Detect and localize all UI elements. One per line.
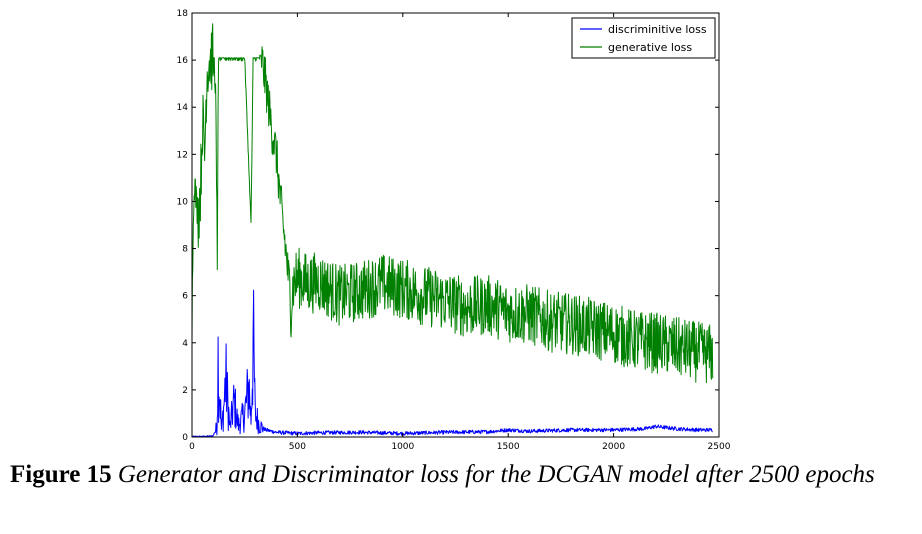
y-tick-label: 18 — [177, 9, 189, 19]
y-tick-label: 6 — [182, 292, 188, 302]
x-tick-label: 1000 — [391, 442, 414, 452]
y-tick-label: 12 — [177, 150, 188, 160]
ticks-layer: 0 500 1000 1500 2000 2500 0 2 4 6 8 10 12 14 16 18 — [177, 9, 731, 452]
x-tick-label: 500 — [289, 442, 306, 452]
x-tick-label: 1500 — [497, 442, 520, 452]
series-line-discriminitive-loss — [191, 289, 713, 438]
legend-box — [571, 17, 716, 59]
legend-label-generative-loss: generative loss — [608, 41, 692, 54]
y-tick-label: 16 — [177, 56, 189, 66]
series-line-generative-loss — [191, 23, 714, 384]
loss-chart: 0 500 1000 1500 2000 2500 0 2 4 6 8 10 12 14 16 18 disc… — [177, 9, 731, 452]
plot-frame — [191, 12, 720, 438]
y-tick-label: 4 — [182, 339, 188, 349]
figure-caption-text: Generator and Discriminator loss for the… — [117, 461, 875, 488]
y-tick-label: 0 — [182, 433, 188, 443]
y-tick-label: 10 — [177, 197, 189, 207]
legend: discriminitive loss generative loss — [571, 17, 716, 59]
series-layer — [191, 23, 714, 438]
y-tick-label: 8 — [182, 245, 188, 255]
y-tick-label: 14 — [177, 103, 189, 113]
legend-label-discriminitive-loss: discriminitive loss — [608, 23, 707, 36]
x-tick-label: 2000 — [602, 442, 625, 452]
x-tick-label: 2500 — [708, 442, 731, 452]
y-tick-label: 2 — [182, 386, 188, 396]
x-tick-label: 0 — [189, 442, 195, 452]
figure-caption: Figure 15 Generator and Discriminator lo… — [10, 458, 915, 492]
plot-background — [192, 13, 719, 437]
figure-label: Figure 15 — [10, 461, 112, 488]
